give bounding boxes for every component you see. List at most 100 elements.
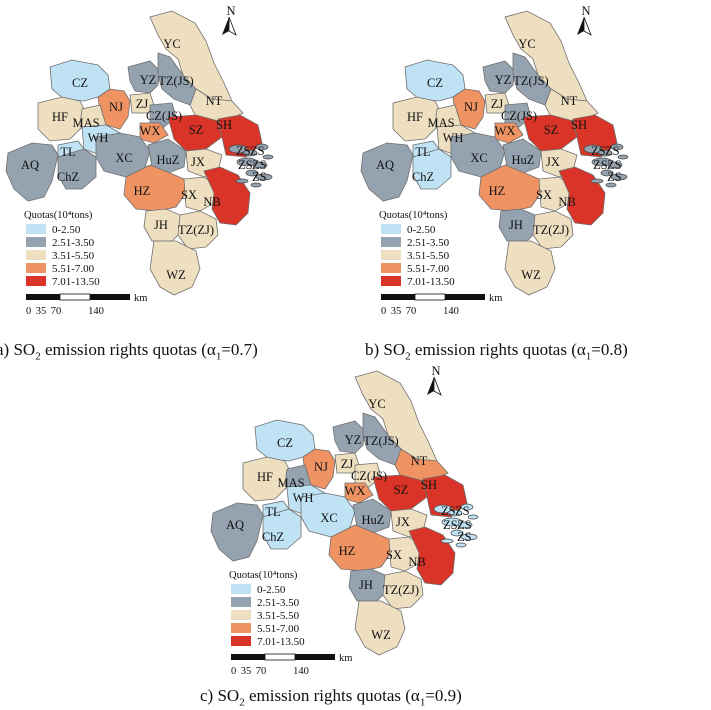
map-panel-c: YC NT YZ TZ(JS) CZ HF NJ MAS ZJ CZ(JS) WX SZ SH WH TL A… [205,364,505,677]
city-label: HZ [489,184,506,198]
scale-tick: 35 [391,306,402,317]
city-region [572,114,618,158]
legend-swatch [381,237,401,247]
city-label: SH [421,478,437,492]
city-label: TL [415,145,430,159]
zs-island [610,173,628,181]
city-label: SZ [189,123,204,137]
legend-label: 3.51-5.50 [52,250,95,262]
city-label: SH [571,118,587,132]
city-label-zs: ZS [250,144,265,158]
city-label: TL [60,145,75,159]
city-label-zs: ZS [455,504,470,518]
city-region [412,148,452,190]
legend-label: 2.51-3.50 [257,597,300,609]
city-label: YC [368,397,385,411]
scale-tick: 0 [381,306,386,317]
city-label: NT [561,94,578,108]
zs-island [455,542,467,548]
scale-tick: 35 [241,666,252,677]
zs-island [245,169,259,177]
city-label-zs: ZS [441,504,456,518]
legend-label: 2.51-3.50 [407,237,450,249]
legend-swatch [231,636,251,646]
legend-swatch [26,276,46,286]
city-region [422,474,468,518]
legend-label: 3.51-5.50 [407,250,450,262]
city-regions [210,370,468,656]
city-label: HF [407,110,423,124]
city-region [149,240,201,296]
scale-tick: 70 [406,306,417,317]
city-label: ChZ [57,170,79,184]
caption-c: c) SO2 emission rights quotas (α1=0.9) [200,686,462,709]
city-region [143,208,183,242]
legend-swatch [381,224,401,234]
city-label-zs: ZS [607,158,622,172]
legend-label: 5.51-7.00 [407,263,450,275]
city-label: YC [163,37,180,51]
city-region [328,524,392,572]
legend-swatch [26,263,46,273]
city-label: WX [495,124,516,138]
legend-swatch [231,597,251,607]
legend-label: 7.01-13.50 [257,636,305,648]
zs-island [255,173,273,181]
city-label: WX [345,484,366,498]
zs-island [228,144,248,154]
city-label: YZ [140,73,157,87]
legend-label: 7.01-13.50 [52,276,100,288]
zs-island [605,182,617,188]
zs-island [262,154,274,160]
city-label: MAS [72,116,99,130]
zs-island [252,161,268,169]
city-label: ZJ [341,457,354,471]
zs-island [235,178,249,184]
city-region [478,164,542,212]
city-region [482,60,516,94]
legend-label: 2.51-3.50 [52,237,95,249]
scale-unit: km [134,293,147,304]
city-region [512,52,552,106]
zs-island [450,529,464,537]
north-label: N [431,364,440,378]
city-regions [360,10,618,296]
scale-bar: km 0 35 70 140 [381,293,502,317]
city-label: SX [536,188,552,202]
city-label: XC [115,151,132,165]
zs-island [590,178,604,184]
zs-island [255,143,269,151]
city-label: XC [320,511,337,525]
city-label: ChZ [262,530,284,544]
city-label: YC [518,37,535,51]
city-label: HuZ [512,153,535,167]
city-label-zs: ZS [238,158,253,172]
city-region [5,142,59,202]
city-region [372,474,428,512]
caption-b: b) SO2 emission rights quotas (α1=0.8) [365,340,628,363]
city-label: JH [359,578,373,592]
city-label-zs: ZS [252,158,267,172]
city-label: WZ [371,628,390,642]
city-label: NJ [109,100,123,114]
north-label: N [226,4,235,18]
city-label: WX [140,124,161,138]
legend-label: 0-2.50 [257,584,286,596]
city-label: HF [52,110,68,124]
city-label: YZ [495,73,512,87]
map-panel-a: YC NT YZ TZ(JS) CZ HF NJ MAS ZJ CZ(JS) WX SZ SH WH TL A… [0,4,300,317]
city-label: ZJ [136,97,149,111]
city-label-zs: ZS [443,518,458,532]
scale-bar: km 0 35 70 140 [231,653,352,677]
scale-bar: km 0 35 70 140 [26,293,147,317]
city-label: MAS [427,116,454,130]
legend-label: 5.51-7.00 [257,623,300,635]
north-label: N [581,4,590,18]
city-label: HF [257,470,273,484]
zhoushan-islands [583,143,629,188]
scale-tick: 140 [443,306,459,317]
zs-island [600,169,614,177]
scale-tick: 0 [26,306,31,317]
city-region [217,114,263,158]
